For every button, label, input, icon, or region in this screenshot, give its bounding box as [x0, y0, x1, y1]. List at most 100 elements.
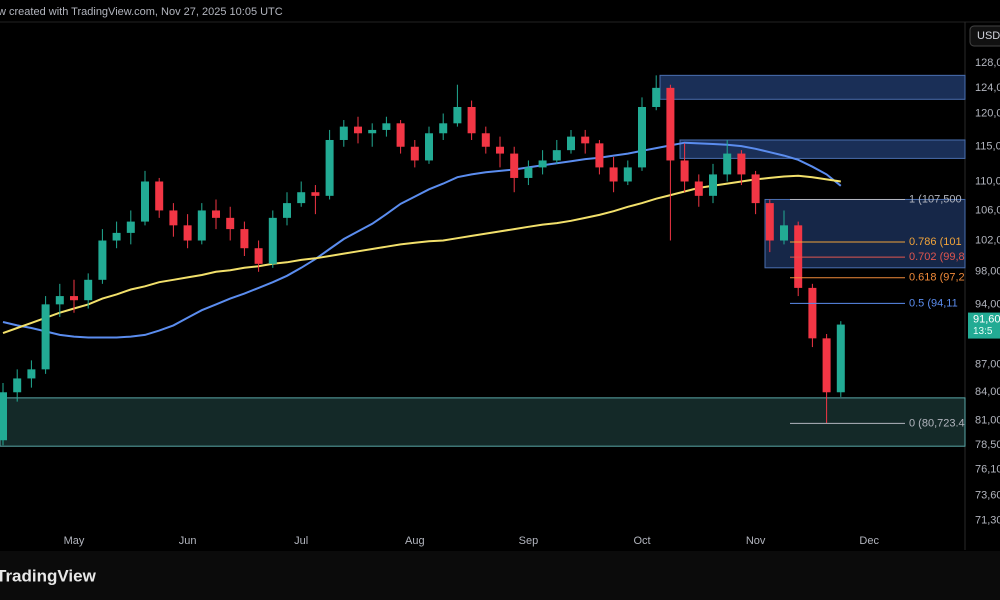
x-tick-label: May	[64, 535, 85, 547]
candle-body	[751, 174, 760, 204]
candle-body	[325, 139, 334, 196]
candle-body	[197, 210, 206, 241]
candle-body	[311, 192, 320, 196]
countdown-label: 13:5	[973, 326, 993, 337]
candle-body	[652, 87, 661, 107]
candle-body	[297, 192, 306, 204]
y-tick-label: 110,000	[975, 175, 1000, 187]
zone	[679, 139, 966, 159]
candle-body	[382, 123, 391, 130]
candle-body	[808, 287, 817, 339]
candle-body	[396, 123, 405, 147]
moving-average	[2, 141, 842, 339]
candle-body	[155, 181, 164, 211]
y-tick-label: 78,500	[975, 439, 1000, 451]
y-tick-label: 102,000	[975, 234, 1000, 246]
x-tick-label: Jul	[294, 535, 308, 547]
candle-body	[126, 221, 135, 233]
y-tick-label: 120,000	[975, 107, 1000, 119]
candle-body	[737, 153, 746, 175]
candle-body	[112, 232, 121, 241]
candle-body	[70, 296, 78, 301]
footer-logo: TradingView	[0, 566, 97, 585]
candle-body	[496, 146, 504, 154]
fib-label: 1 (107,500	[909, 193, 962, 205]
currency-button-label[interactable]: USDT	[977, 30, 1000, 42]
candle-body	[55, 296, 64, 305]
candle-body	[425, 133, 433, 161]
y-tick-label: 98,000	[975, 266, 1000, 278]
header-text: w created with TradingView.com, Nov 27, …	[0, 6, 283, 18]
last-price-tag	[968, 312, 1000, 339]
candle-body	[552, 150, 561, 161]
candle-body	[567, 136, 575, 151]
candle-body	[439, 123, 448, 134]
fib-label: 0 (80,723.4	[909, 417, 965, 429]
y-tick-label: 94,000	[975, 298, 1000, 310]
candle-body	[680, 160, 689, 182]
candle-body	[595, 143, 604, 168]
candle-body	[283, 203, 291, 218]
fib-label: 0.5 (94,11	[909, 297, 958, 309]
x-tick-label: Nov	[746, 535, 766, 547]
candle-body	[268, 217, 277, 264]
fib-label: 0.618 (97,2	[909, 272, 965, 284]
candle-body	[723, 153, 732, 175]
y-tick-label: 81,000	[975, 415, 1000, 427]
candle-body	[510, 153, 519, 178]
candle-body	[141, 181, 149, 222]
y-tick-label: 71,300	[975, 514, 1000, 526]
candle-body	[41, 304, 50, 370]
candle-body	[794, 225, 803, 288]
candle-body	[254, 248, 263, 264]
last-price-label: 91,60	[973, 313, 1000, 325]
zone	[0, 397, 966, 447]
candle-body	[481, 133, 490, 147]
candle-body	[13, 378, 22, 393]
candle-body	[226, 217, 235, 230]
y-tick-label: 128,000	[975, 57, 1000, 69]
candle-body	[339, 126, 348, 140]
zone	[659, 74, 966, 100]
x-tick-label: Dec	[859, 535, 879, 547]
candle-body	[666, 87, 675, 161]
candle-body	[581, 136, 590, 144]
candle-body	[822, 338, 831, 393]
y-tick-label: 87,000	[975, 359, 1000, 371]
currency-button[interactable]	[969, 25, 1000, 47]
candle-body	[709, 174, 717, 196]
candle-body	[84, 279, 93, 301]
candle-body	[212, 210, 220, 218]
candle-body	[453, 106, 462, 124]
candle-body	[609, 167, 618, 182]
candle-body	[638, 106, 646, 168]
y-tick-label: 73,600	[975, 489, 1000, 501]
candle-body	[694, 181, 703, 196]
y-tick-label: 106,000	[975, 204, 1000, 216]
y-tick-label: 124,000	[975, 82, 1000, 94]
candle-body	[410, 146, 419, 161]
candle-body	[27, 369, 36, 379]
candle-body	[765, 203, 774, 241]
fib-label: 0.702 (99,8	[909, 251, 965, 263]
candle-body	[524, 167, 533, 178]
x-tick-label: Sep	[519, 535, 539, 547]
candle-body	[98, 240, 107, 280]
candle-body	[0, 392, 7, 441]
y-tick-label: 76,100	[975, 463, 1000, 475]
x-tick-label: Oct	[633, 535, 650, 547]
candle-body	[169, 210, 178, 226]
candle-body	[836, 324, 845, 393]
fib-label: 0.786 (101	[909, 236, 962, 248]
footer	[0, 551, 1000, 600]
candle-body	[354, 126, 362, 134]
candle-body	[240, 229, 249, 249]
candle-body	[538, 160, 547, 168]
y-tick-label: 84,000	[975, 386, 1000, 398]
candle-body	[780, 225, 788, 241]
candle-body	[467, 106, 476, 134]
x-tick-label: Aug	[405, 535, 425, 547]
